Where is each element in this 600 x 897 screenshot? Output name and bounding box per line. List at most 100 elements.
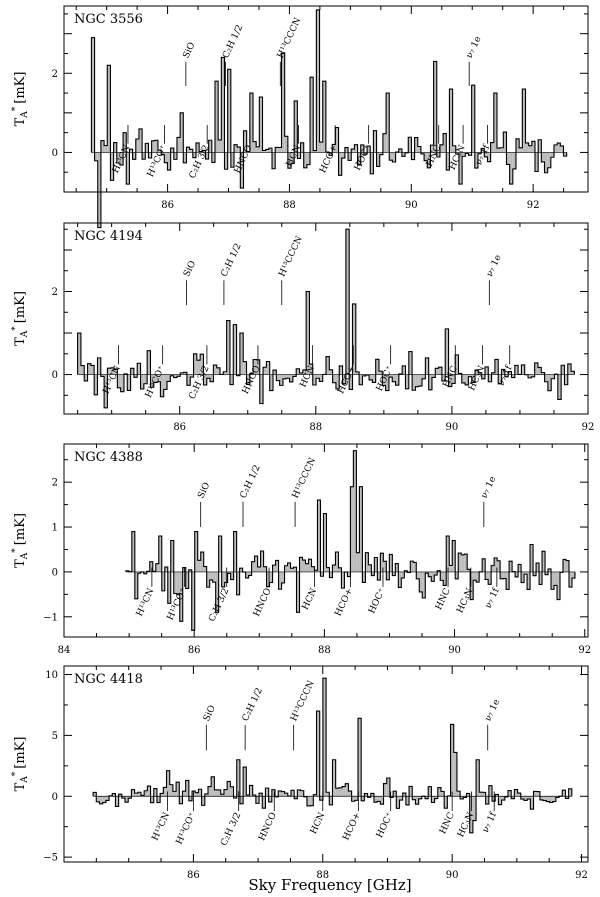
channel-bar	[410, 561, 414, 572]
channel-bar	[438, 367, 442, 375]
channel-bar	[257, 566, 261, 572]
channel-bar	[393, 791, 397, 797]
channel-bar	[293, 567, 297, 572]
channel-bar	[488, 571, 492, 585]
channel-bar	[142, 152, 146, 160]
channel-bar	[176, 571, 180, 595]
channel-bar	[126, 152, 130, 185]
channel-bar	[138, 128, 143, 153]
channel-bar	[524, 571, 528, 575]
channel-bar	[453, 752, 457, 797]
channel-bar	[173, 571, 177, 594]
channel-bar	[347, 571, 351, 577]
channel-bar	[519, 147, 523, 153]
line-label: ν₇ 1e	[465, 35, 484, 60]
channel-bar	[360, 144, 364, 153]
channel-bar	[509, 561, 513, 572]
channel-bar	[440, 571, 444, 581]
channel-bar	[351, 149, 355, 153]
y-axis-label: TA*[mK]	[11, 72, 30, 127]
channel-bar	[488, 374, 492, 382]
channel-bar	[446, 152, 450, 171]
channel-bar	[118, 794, 122, 797]
plot-frame	[63, 5, 589, 193]
channel-bar	[468, 152, 472, 156]
channel-bar	[227, 781, 231, 797]
plot-frame	[63, 222, 589, 415]
channel-bar	[326, 356, 330, 375]
channel-bar	[506, 152, 510, 165]
galaxy-name: NGC 4388	[74, 450, 143, 465]
channel-bar	[481, 374, 485, 379]
channel-bar	[542, 551, 546, 572]
channel-bar	[252, 795, 256, 797]
channel-bar	[217, 789, 221, 797]
channel-bar	[308, 559, 312, 572]
channel-bar	[154, 140, 158, 153]
channel-bar	[413, 562, 417, 572]
channel-bar	[439, 144, 444, 153]
channel-bar	[121, 796, 126, 799]
spectrum-outline	[90, 9, 568, 229]
channel-bar	[455, 571, 459, 579]
channel-bar	[494, 557, 498, 572]
channel-bar	[527, 796, 531, 800]
channel-bar	[259, 374, 264, 404]
channel-bar	[161, 152, 165, 155]
channel-bar	[265, 788, 269, 797]
channel-bar	[80, 365, 85, 375]
line-label: C₂H 1/2	[239, 464, 263, 501]
channel-bar	[533, 571, 537, 576]
channel-bar	[160, 374, 164, 397]
channel-bar	[348, 152, 352, 161]
channel-bar	[260, 551, 264, 572]
channel-bar	[379, 152, 383, 155]
channel-bar	[450, 724, 454, 797]
channel-bar	[373, 796, 378, 803]
channel-bar	[332, 144, 336, 153]
channel-bar	[249, 785, 253, 797]
channel-bar	[537, 367, 542, 375]
channel-bar	[147, 350, 151, 375]
channel-bar	[565, 796, 569, 799]
channel-bar	[145, 143, 149, 153]
channel-bar	[278, 571, 282, 590]
channel-bar	[268, 796, 272, 802]
channel-bar	[369, 374, 373, 380]
channel-bar	[512, 152, 516, 169]
channel-bar	[463, 796, 467, 798]
channel-bar	[365, 552, 369, 572]
line-label: HOC⁺	[367, 587, 388, 616]
channel-bar	[422, 374, 426, 379]
channel-bar	[449, 565, 453, 572]
x-tick-label: 88	[318, 645, 331, 656]
x-tick-label: 88	[316, 870, 329, 881]
channel-bar	[102, 796, 106, 803]
channel-bar	[498, 796, 502, 805]
channel-bar	[200, 552, 204, 572]
channel-bar	[183, 372, 187, 375]
channel-bar	[455, 152, 459, 155]
line-label: SiO	[196, 481, 212, 500]
channel-bar	[173, 152, 177, 160]
channel-bar	[475, 369, 479, 375]
channel-bar	[227, 69, 231, 153]
channel-bar	[203, 374, 207, 386]
channel-bar	[557, 143, 561, 153]
channel-bar	[496, 148, 501, 153]
channel-bar	[380, 553, 384, 572]
channel-bar	[329, 369, 333, 375]
channel-bar	[300, 790, 304, 797]
channel-bar	[268, 148, 273, 153]
line-label: HNC	[434, 587, 453, 612]
channel-bar	[530, 544, 534, 572]
channel-bar	[514, 365, 519, 375]
channel-bar	[197, 560, 201, 572]
channel-bar	[230, 152, 234, 168]
channel-bar	[498, 374, 502, 384]
channel-bar	[412, 796, 416, 800]
channel-bar	[240, 152, 244, 189]
channel-bar	[123, 132, 127, 153]
channel-bar	[383, 561, 387, 572]
x-tick-label: 86	[161, 200, 174, 211]
